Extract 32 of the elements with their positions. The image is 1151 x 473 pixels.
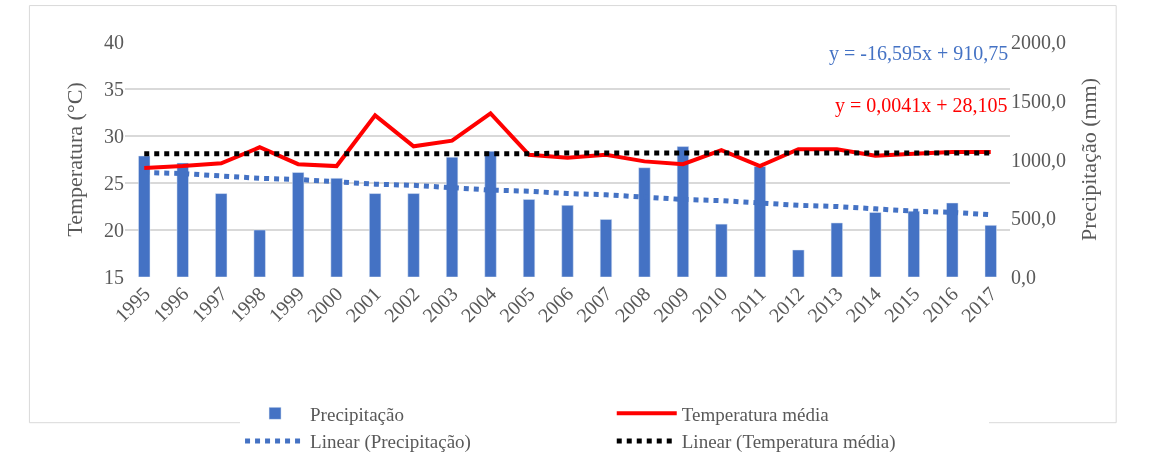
legend-label: Linear (Temperatura média) xyxy=(681,431,896,454)
legend-label: Linear (Precipitação) xyxy=(310,431,471,454)
y-tick-label: 30 xyxy=(104,125,124,147)
y-axis-title: Temperatura (°C) xyxy=(61,82,87,237)
legend-label: Precipitação xyxy=(310,403,404,425)
bar xyxy=(253,229,266,277)
bar xyxy=(599,219,612,277)
bar xyxy=(715,223,728,277)
bar xyxy=(215,193,228,277)
y2-tick-label: 500,0 xyxy=(1011,207,1056,230)
y-tick-label: 20 xyxy=(104,219,124,241)
y2-tick-label: 1000,0 xyxy=(1011,148,1066,171)
y2-tick-label: 2000,0 xyxy=(1011,31,1066,53)
x-tick-label: 1998 xyxy=(225,282,270,327)
annotation: y = -16,595x + 910,75 xyxy=(829,42,1009,65)
bar xyxy=(369,193,382,277)
x-tick-label: 2011 xyxy=(726,282,770,326)
bar xyxy=(984,225,997,277)
y-tick-label: 40 xyxy=(104,31,124,53)
annotation: y = 0,0041x + 28,105 xyxy=(835,94,1008,117)
y-tick-label: 15 xyxy=(104,266,124,288)
y2-tick-label: 1500,0 xyxy=(1011,89,1066,112)
bar xyxy=(830,222,843,277)
legend-label: Temperatura média xyxy=(681,403,830,425)
y-tick-label: 25 xyxy=(104,172,124,194)
bar xyxy=(523,199,536,277)
bar xyxy=(407,193,420,277)
bar xyxy=(792,249,805,277)
y2-tick-label: 0,0 xyxy=(1011,266,1036,288)
y-tick-label: 35 xyxy=(104,78,124,100)
y2-axis-title: Precipitação (mm) xyxy=(1075,77,1101,242)
bar xyxy=(561,205,574,277)
